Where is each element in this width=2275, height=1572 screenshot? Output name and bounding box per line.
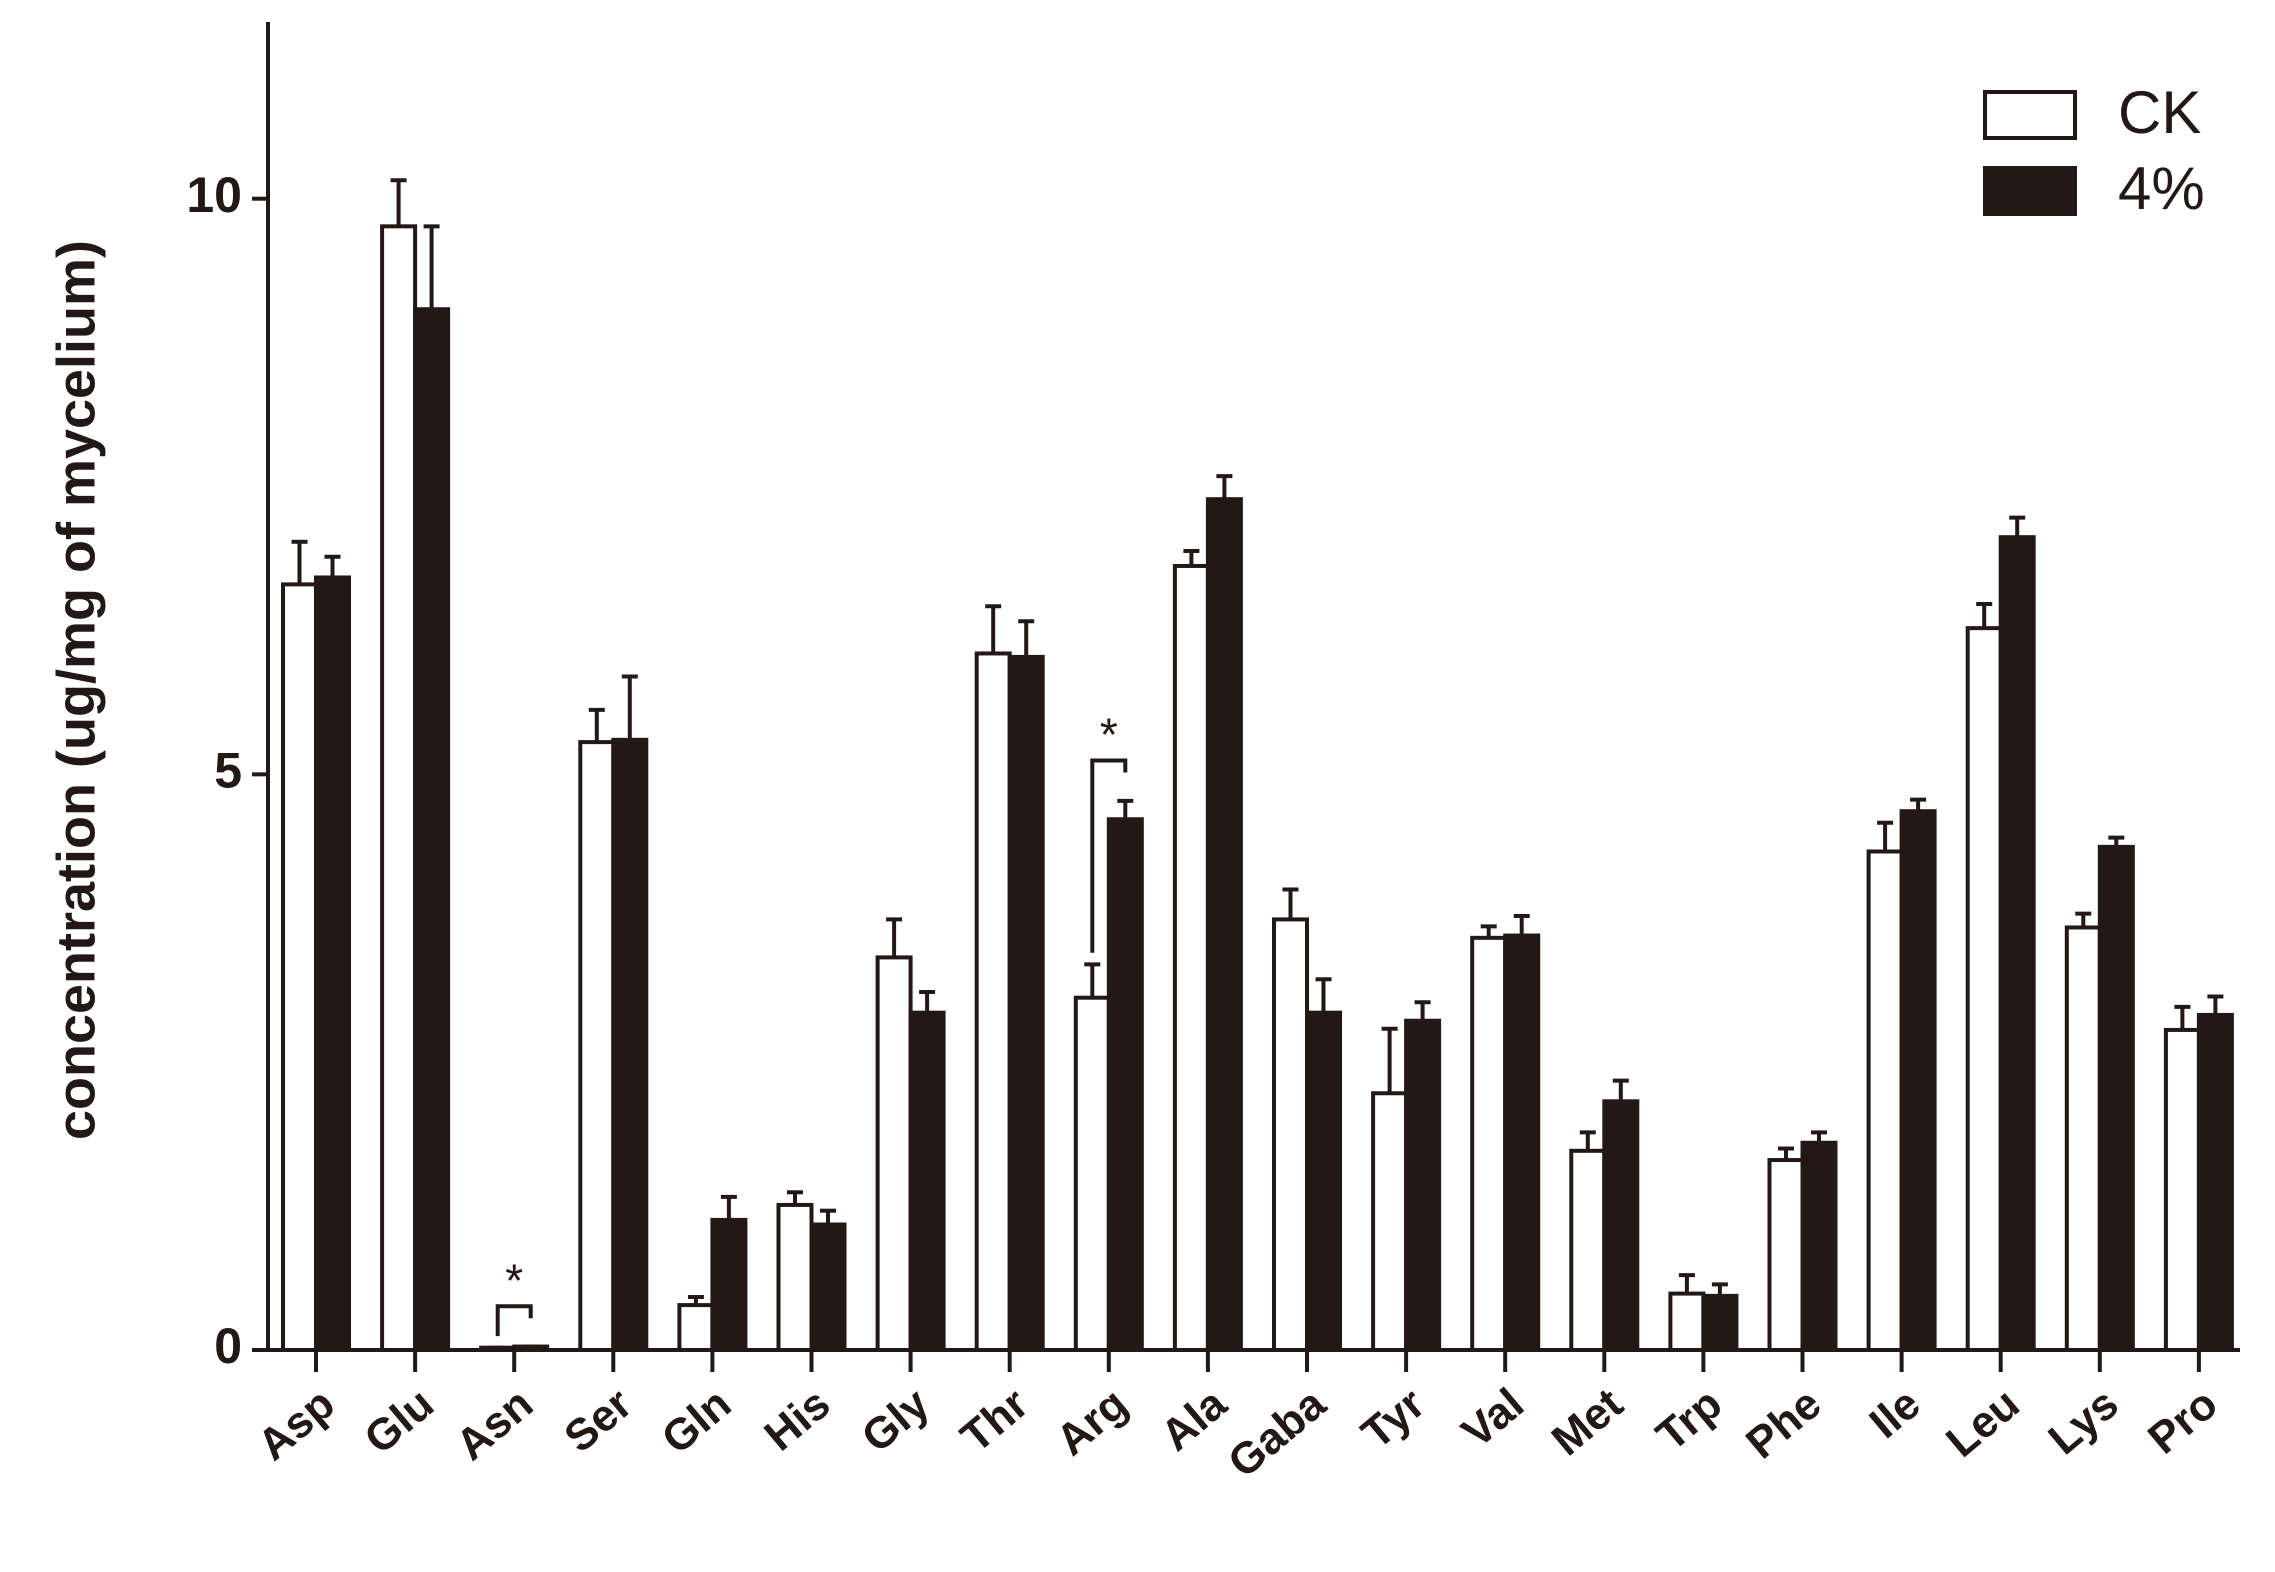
significance-label: * <box>1100 709 1118 761</box>
bar <box>1073 995 1111 1352</box>
bar <box>2064 925 2102 1352</box>
legend-label: CK <box>2118 79 2201 146</box>
x-tick-label: Thr <box>952 1379 1038 1462</box>
bar <box>1371 1091 1409 1353</box>
bar <box>611 737 649 1352</box>
bar <box>710 1217 748 1352</box>
significance-label: * <box>505 1254 523 1306</box>
x-tick-label: Arg <box>1047 1379 1137 1465</box>
significance-bracket <box>1090 758 1128 953</box>
x-tick-label: Asn <box>447 1379 542 1470</box>
bar <box>1503 933 1541 1353</box>
x-tick-label: Lys <box>2039 1379 2127 1464</box>
bar <box>1470 935 1508 1353</box>
bar <box>1701 1293 1739 1352</box>
legend-swatch <box>1983 166 2077 216</box>
bar <box>1866 849 1904 1352</box>
x-tick-label: Tyr <box>1353 1379 1434 1458</box>
bar <box>1800 1140 1838 1353</box>
bar <box>1172 563 1210 1352</box>
bar <box>1007 654 1045 1352</box>
bar <box>908 1010 946 1353</box>
bar <box>1998 535 2036 1352</box>
bar <box>1569 1148 1607 1352</box>
x-tick-label: Trp <box>1647 1379 1731 1461</box>
x-tick-label: Phe <box>1737 1379 1830 1468</box>
bar <box>809 1222 847 1352</box>
x-tick-label: His <box>755 1379 839 1461</box>
x-tick-label: Ile <box>1861 1379 1930 1448</box>
bar <box>875 955 913 1352</box>
y-tick-label: 0 <box>214 1318 242 1374</box>
y-tick-label: 5 <box>214 743 242 799</box>
bar <box>1305 1010 1342 1353</box>
bar <box>776 1202 814 1353</box>
x-tick-label: Gly <box>853 1379 939 1462</box>
bar <box>2097 844 2135 1352</box>
x-tick-label: Val <box>1453 1379 1533 1457</box>
bar <box>1668 1291 1706 1352</box>
x-tick-label: Leu <box>1937 1379 2028 1467</box>
x-tick-label: Gaba <box>1219 1379 1335 1488</box>
bar <box>1767 1158 1805 1352</box>
x-tick-label: Pro <box>2139 1379 2227 1464</box>
bar <box>512 1344 550 1353</box>
x-tick-label: Ser <box>555 1379 641 1462</box>
significance-bracket <box>495 1304 533 1337</box>
bar <box>1899 809 1937 1352</box>
x-tick-label: Glu <box>355 1379 443 1464</box>
bar <box>1106 817 1144 1352</box>
bar <box>2163 1027 2201 1352</box>
y-axis-label: concentration (ug/mg of mycelium) <box>46 240 106 1140</box>
bar <box>677 1303 715 1352</box>
bar <box>314 575 351 1352</box>
legend-swatch <box>1983 90 2077 140</box>
bar <box>1602 1099 1640 1352</box>
legend-label: 4% <box>2118 155 2205 222</box>
bar <box>2196 1012 2234 1353</box>
bar <box>1404 1018 1442 1352</box>
bar <box>380 224 418 1353</box>
bar <box>479 1345 517 1352</box>
x-tick-label: Asp <box>249 1379 344 1470</box>
bar <box>281 582 318 1352</box>
bar <box>578 740 616 1352</box>
bar <box>413 307 451 1353</box>
bar <box>1272 917 1309 1352</box>
x-tick-label: Gln <box>653 1379 741 1464</box>
bar <box>974 651 1012 1352</box>
bar <box>1965 626 2003 1352</box>
bar <box>1205 497 1243 1352</box>
x-tick-label: Met <box>1543 1379 1633 1465</box>
y-tick-label: 10 <box>186 167 242 223</box>
